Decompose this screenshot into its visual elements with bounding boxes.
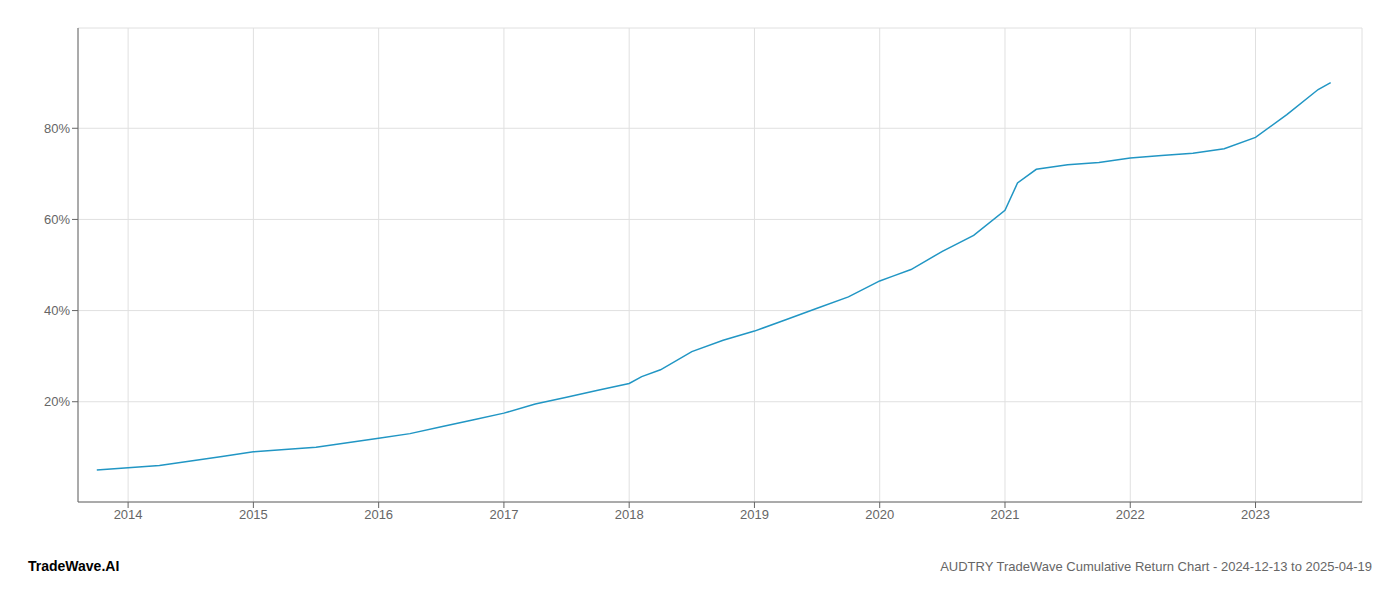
svg-text:40%: 40% [44,303,70,318]
svg-text:2016: 2016 [364,507,393,522]
svg-text:2020: 2020 [865,507,894,522]
svg-text:2018: 2018 [615,507,644,522]
svg-text:20%: 20% [44,394,70,409]
svg-text:2015: 2015 [239,507,268,522]
svg-text:2022: 2022 [1116,507,1145,522]
svg-text:80%: 80% [44,121,70,136]
svg-text:2017: 2017 [489,507,518,522]
svg-text:60%: 60% [44,212,70,227]
svg-text:2014: 2014 [114,507,143,522]
html-text:TradeWave.AI: TradeWave.AI [28,558,120,574]
svg-text:2021: 2021 [991,507,1020,522]
svg-text:2023: 2023 [1241,507,1270,522]
svg-text:2019: 2019 [740,507,769,522]
html-text:AUDTRY TradeWave Cumulative Re: AUDTRY TradeWave Cumulative Return Chart… [940,559,1372,574]
